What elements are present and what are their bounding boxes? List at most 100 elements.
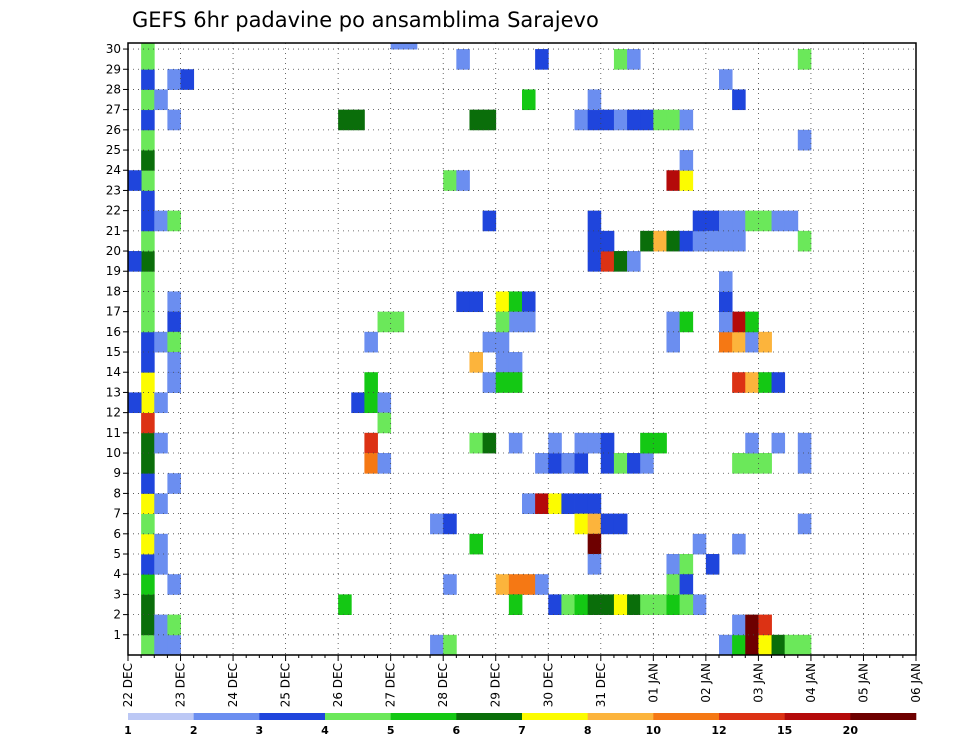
legend-label: 15 (777, 724, 792, 737)
y-tick-label: 27 (106, 103, 121, 117)
heatmap-cell (574, 493, 589, 515)
heatmap-cell (141, 432, 155, 454)
y-tick-label: 18 (106, 284, 121, 298)
x-tick-label: 06 JAN (909, 663, 923, 703)
heatmap-cell (666, 170, 680, 191)
legend-label: 10 (646, 724, 662, 737)
heatmap-cell (600, 251, 615, 272)
grid (128, 43, 916, 655)
y-tick-label: 26 (106, 123, 121, 137)
heatmap-cell (574, 453, 589, 474)
heatmap-cell (482, 109, 497, 131)
heatmap-cell (154, 493, 168, 515)
legend: 1 2 3 4 5 6 7 8 10 12 15 20 (124, 713, 917, 737)
y-tick-label: 29 (106, 62, 121, 76)
heatmap-cell (705, 230, 720, 252)
heatmap-cell (732, 453, 746, 474)
heatmap-cell (180, 69, 195, 90)
y-tick-label: 21 (106, 224, 121, 238)
heatmap-cell (141, 412, 155, 434)
heatmap-cell (141, 513, 155, 535)
heatmap-cell (771, 372, 786, 393)
heatmap-cell (364, 432, 378, 454)
x-tick-label: 31 DEC (594, 663, 608, 707)
heatmap-cell (758, 634, 772, 656)
x-axis: 22 DEC 23 DEC 24 DEC 25 DEC 26 DEC 27 DEC 28 D… (121, 655, 923, 707)
heatmap-cell (522, 291, 536, 313)
heatmap-cell (495, 291, 510, 313)
heatmap-cell (141, 69, 155, 90)
x-tick-label: 30 DEC (541, 663, 555, 707)
heatmap-cell (508, 311, 523, 333)
heatmap-cell (154, 533, 168, 555)
heatmap-cell (600, 453, 615, 474)
heatmap-cell (666, 311, 680, 333)
heatmap-cell (469, 432, 483, 454)
x-tick-label: 23 DEC (174, 663, 188, 707)
legend-label: 3 (256, 724, 264, 737)
heatmap-cell (141, 493, 155, 515)
heatmap-cell (679, 554, 694, 575)
legend-swatch (719, 713, 785, 720)
heatmap-cell (141, 190, 155, 212)
heatmap-cell (666, 574, 680, 595)
heatmap-cell (508, 291, 523, 313)
heatmap-cell (469, 352, 483, 373)
legend-swatch (587, 713, 654, 720)
heatmap-cell (745, 311, 759, 333)
heatmap-cell (574, 432, 589, 454)
heatmap-cell (548, 432, 562, 454)
heatmap-cell (430, 634, 444, 656)
heatmap-cell (482, 372, 497, 393)
heatmap-cell (771, 210, 786, 232)
y-tick-label: 2 (113, 608, 121, 622)
heatmap-cell (587, 554, 602, 575)
heatmap-cell (692, 533, 707, 555)
heatmap-cell (797, 453, 812, 474)
heatmap-cell (141, 473, 155, 494)
heatmap-cell (613, 49, 628, 70)
heatmap-cell (784, 634, 799, 656)
heatmap-cell (587, 89, 602, 111)
y-tick-label: 17 (106, 305, 121, 319)
heatmap-cell (627, 49, 641, 70)
heatmap-cell (666, 331, 680, 353)
legend-label: 12 (711, 724, 726, 737)
heatmap-cell (587, 513, 602, 535)
heatmap-cell (548, 493, 562, 515)
heatmap-cell (508, 432, 523, 454)
y-tick-label: 9 (113, 466, 121, 480)
x-tick-label: 03 JAN (751, 663, 765, 703)
y-tick-label: 8 (113, 486, 121, 500)
heatmap-cell (443, 634, 457, 656)
legend-swatch (390, 713, 457, 720)
y-tick-label: 1 (113, 628, 121, 642)
legend-swatch (325, 713, 391, 720)
heatmap-cell (469, 109, 483, 131)
heatmap-cell (561, 594, 575, 616)
heatmap-cell (495, 574, 510, 595)
heatmap-cell (771, 432, 786, 454)
heatmap-cell (154, 331, 168, 353)
heatmap-cell (167, 69, 181, 90)
y-tick-label: 5 (113, 547, 121, 561)
y-tick-label: 14 (106, 365, 121, 379)
x-tick-label: 26 DEC (331, 663, 345, 707)
heatmap-cell (679, 150, 694, 171)
heatmap-cell (390, 311, 405, 333)
heatmap-cell (495, 372, 510, 393)
heatmap-cell (522, 574, 536, 595)
heatmap-cell (377, 453, 392, 474)
y-tick-label: 19 (106, 264, 121, 278)
heatmap-cell (128, 170, 142, 191)
legend-swatch (850, 713, 917, 720)
heatmap-cell (653, 230, 667, 252)
heatmap-cell (141, 89, 155, 111)
y-tick-label: 13 (106, 385, 121, 399)
y-tick-label: 4 (113, 567, 121, 581)
y-tick-label: 23 (106, 183, 121, 197)
heatmap-cell (141, 210, 155, 232)
heatmap-cell (141, 372, 155, 393)
heatmap-cell (732, 331, 746, 353)
y-tick-label: 10 (106, 446, 121, 460)
